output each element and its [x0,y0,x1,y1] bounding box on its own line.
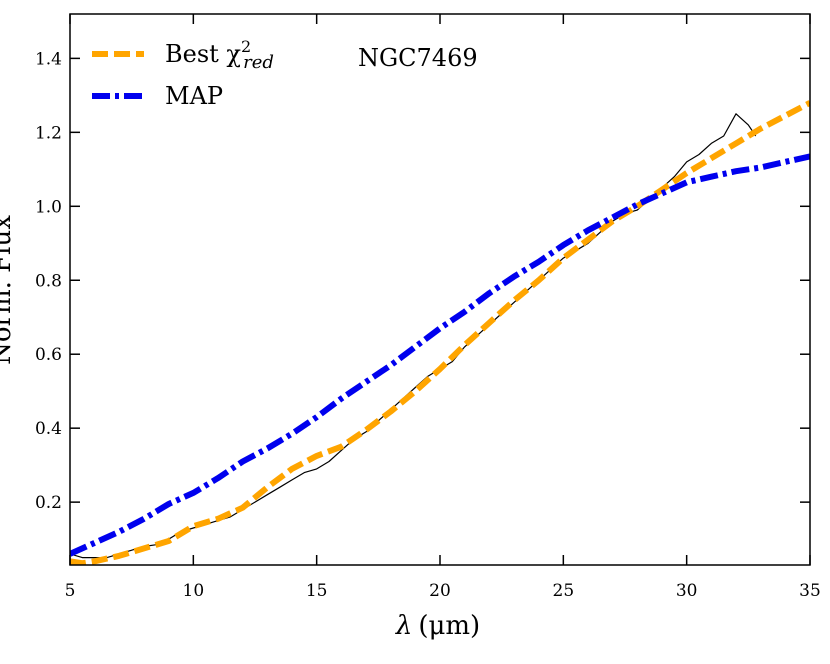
y-tick-label-1.4: 1.4 [35,49,62,69]
y-tick-label-1.2: 1.2 [35,123,62,143]
y-tick-label-0.6: 0.6 [35,345,62,365]
x-axis-title-symbol: λ [395,611,412,641]
legend-label-best-chi2-base: Best χ [165,40,241,68]
legend-label-map: MAP [165,82,223,110]
x-tick-label-20: 20 [429,581,451,601]
x-tick-label-25: 25 [553,581,575,601]
x-axis-title-unit: (μm) [418,611,480,641]
x-tick-label-5: 5 [65,581,76,601]
x-axis-title: λ (μm) [395,611,480,641]
y-axis-title: Norm. Flux [0,215,17,365]
x-tick-label-15: 15 [306,581,328,601]
x-tick-label-30: 30 [676,581,698,601]
series-line-map [70,153,810,557]
legend-label-best-chi2-sup: 2 [241,37,251,56]
object-annotation: NGC7469 [358,44,478,72]
y-tick-label-0.8: 0.8 [35,271,62,291]
x-tick-label-35: 35 [799,581,821,601]
series-layer [70,100,810,565]
y-tick-label-0.4: 0.4 [35,419,62,439]
series-line-best-chi2 [70,100,810,565]
ticks-layer: 5 10 15 20 25 30 35 0.2 0.4 0.6 0.8 1.0 1.2 1.4 [35,14,821,601]
x-tick-label-10: 10 [183,581,205,601]
legend-label-best-chi2: Best χ2 red [165,37,274,73]
y-tick-label-0.2: 0.2 [35,493,62,513]
legend: Best χ2 red MAP [92,37,274,110]
legend-label-best-chi2-sub: red [243,52,274,73]
y-tick-label-1: 1.0 [35,197,62,217]
